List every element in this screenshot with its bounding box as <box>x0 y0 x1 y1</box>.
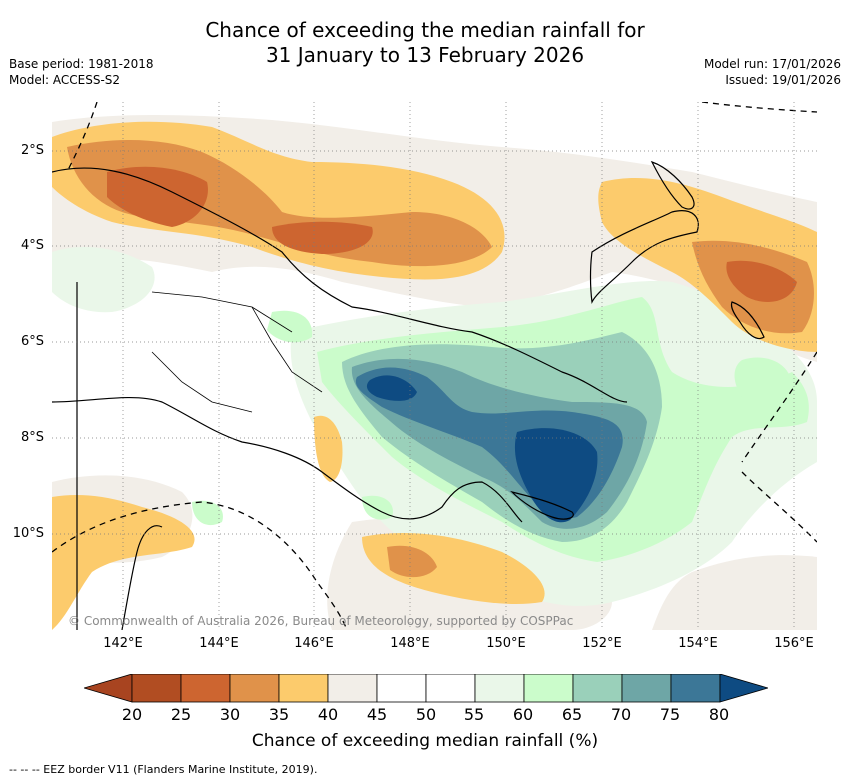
colorbar-cell <box>621 674 672 703</box>
copyright-notice: © Commonwealth of Australia 2026, Bureau… <box>68 614 574 628</box>
coast-bougainville <box>730 301 765 340</box>
colorbar-tick: 60 <box>512 705 534 724</box>
colorbar-tick: 50 <box>415 705 437 724</box>
lat-label-4s: 4°S <box>20 238 44 253</box>
title-line-1: Chance of exceeding the median rainfall … <box>205 18 645 42</box>
metadata-right: Model run: 17/01/2026 Issued: 19/01/2026 <box>704 56 841 88</box>
colorbar-cell <box>474 674 525 703</box>
colorbar-tick: 20 <box>121 705 143 724</box>
lon-label-150e: 150°E <box>486 636 526 651</box>
colorbar-cell <box>376 674 427 703</box>
lat-label-10s: 10°S <box>12 526 44 541</box>
lon-label-156e: 156°E <box>774 636 814 651</box>
province-border-2 <box>151 351 253 413</box>
lon-label-144e: 144°E <box>199 636 239 651</box>
colorbar-tick: 30 <box>219 705 241 724</box>
lon-label-154e: 154°E <box>678 636 718 651</box>
zone-red-north <box>107 166 208 227</box>
eez-border-east <box>741 351 817 463</box>
colorbar-tick: 80 <box>708 705 730 724</box>
lon-label-152e: 152°E <box>582 636 622 651</box>
base-period: Base period: 1981-2018 <box>9 57 154 71</box>
coast-new-britain <box>589 210 699 305</box>
coast-new-ireland <box>650 160 695 210</box>
coast-new-guinea-north <box>52 167 628 403</box>
zone-green-west <box>267 310 313 343</box>
colorbar-tick: 45 <box>366 705 388 724</box>
map-svg <box>52 102 817 630</box>
colorbar-arrow-high <box>719 674 768 703</box>
zone-red-mid <box>272 221 373 254</box>
lon-label-142e: 142°E <box>103 636 143 651</box>
coast-new-guinea-south <box>52 396 523 523</box>
zone-red-ne <box>726 260 797 302</box>
colorbar-tick: 40 <box>317 705 339 724</box>
eez-border-sw <box>52 501 348 630</box>
eez-border-ne <box>701 102 817 113</box>
colorbar-tick: 70 <box>610 705 632 724</box>
colorbar-cell <box>670 674 721 703</box>
colorbar-arrow-low <box>84 674 133 703</box>
metadata-left: Base period: 1981-2018 Model: ACCESS-S2 <box>9 56 154 88</box>
province-borders <box>151 291 323 413</box>
province-border-1 <box>151 291 293 333</box>
eez-border-se <box>741 471 817 543</box>
lat-label-2s: 2°S <box>20 143 44 158</box>
gridlines <box>52 102 817 630</box>
zone-darkblue-north <box>366 375 417 401</box>
province-border-3 <box>251 306 323 393</box>
colorbar <box>84 674 768 703</box>
title-line-2: 31 January to 13 February 2026 <box>265 43 585 67</box>
zone-beige-se <box>652 555 817 630</box>
colorbar-cell <box>425 674 476 703</box>
eez-border-west <box>66 102 98 173</box>
colorbar-tick: 35 <box>268 705 290 724</box>
zone-lightgreen-west <box>52 247 155 313</box>
colorbar-cell <box>572 674 623 703</box>
colorbar-tick: 75 <box>659 705 681 724</box>
lat-label-6s: 6°S <box>20 334 44 349</box>
colorbar-cell <box>523 674 574 703</box>
colorbar-cell <box>131 674 182 703</box>
colorbar-cell <box>278 674 329 703</box>
zone-green-east <box>734 357 792 406</box>
eez-footnote: -- -- -- EEZ border V11 (Flanders Marine… <box>9 763 318 776</box>
chart-title: Chance of exceeding the median rainfall … <box>0 18 850 68</box>
colorbar-cell <box>327 674 378 703</box>
colorbar-tick: 55 <box>463 705 485 724</box>
colorbar-cell <box>180 674 231 703</box>
colorbar-tick: 25 <box>170 705 192 724</box>
coast-australia-cape-york <box>121 525 163 630</box>
coastlines <box>52 160 765 630</box>
colorbar-cell <box>229 674 280 703</box>
colorbar-tick: 65 <box>561 705 583 724</box>
eez-borders <box>52 102 817 630</box>
lon-label-146e: 146°E <box>294 636 334 651</box>
colorbar-label: Chance of exceeding median rainfall (%) <box>251 731 599 751</box>
lon-label-148e: 148°E <box>390 636 430 651</box>
model-name: Model: ACCESS-S2 <box>9 73 121 87</box>
rainfall-map[interactable] <box>52 102 817 630</box>
issued-date: Issued: 19/01/2026 <box>725 73 841 87</box>
zone-orange-mid <box>314 415 343 482</box>
coast-louisiade <box>510 490 574 520</box>
zone-green-sw <box>192 500 223 526</box>
model-run: Model run: 17/01/2026 <box>703 57 841 71</box>
zone-darkorange-s <box>387 545 437 578</box>
lat-label-8s: 8°S <box>20 430 44 445</box>
zone-orange-sw <box>52 495 195 630</box>
